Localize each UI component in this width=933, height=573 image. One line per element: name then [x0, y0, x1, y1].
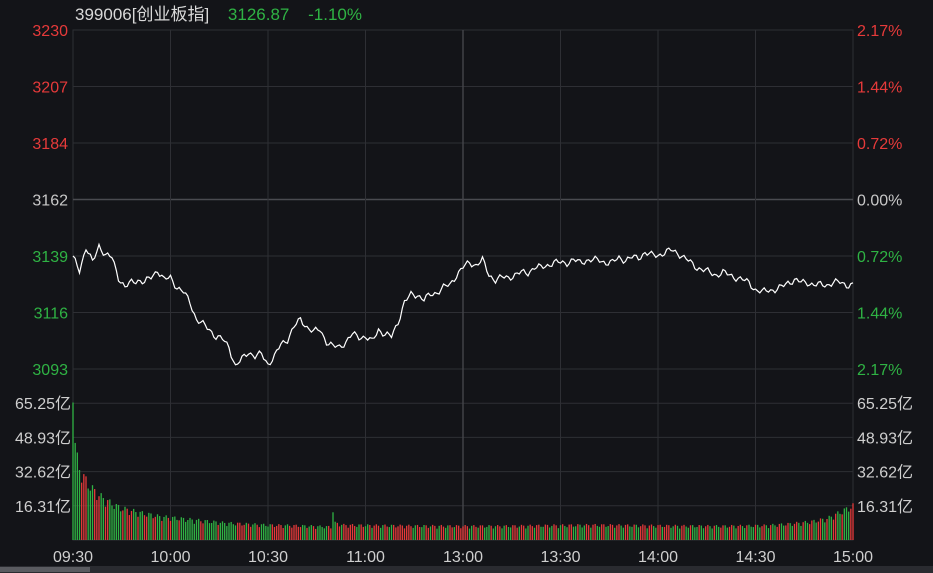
percent-tick-label: 0.72% — [857, 249, 902, 266]
volume-tick-label: 32.62亿 — [15, 464, 71, 482]
price-tick-label: 3184 — [32, 136, 68, 153]
time-tick-label: 13:30 — [540, 549, 580, 566]
percent-tick-label: 1.44% — [857, 306, 902, 323]
price-tick-label: 3139 — [32, 249, 68, 266]
volume-tick-label-right: 65.25亿 — [857, 395, 913, 413]
percent-tick-label: 2.17% — [857, 362, 902, 379]
time-tick-label: 10:30 — [248, 549, 288, 566]
percent-tick-label: 0.72% — [857, 136, 902, 153]
price-tick-label: 3093 — [32, 362, 68, 379]
percent-tick-label: 0.00% — [857, 193, 902, 210]
horizontal-scrollbar[interactable] — [0, 566, 933, 573]
time-tick-label: 14:00 — [638, 549, 678, 566]
volume-tick-label: 65.25亿 — [15, 395, 71, 413]
volume-tick-label-right: 32.62亿 — [857, 464, 913, 482]
price-tick-label: 3207 — [32, 80, 68, 97]
time-tick-label: 10:00 — [150, 549, 190, 566]
volume-tick-label-right: 48.93亿 — [857, 429, 913, 447]
time-tick-label: 11:00 — [346, 549, 385, 566]
scrollbar-thumb[interactable] — [0, 567, 90, 572]
price-line — [72, 242, 854, 366]
time-tick-label: 15:00 — [833, 549, 873, 566]
time-tick-label: 14:30 — [735, 549, 775, 566]
volume-tick-label: 48.93亿 — [15, 429, 71, 447]
index-change: -1.10% — [308, 5, 362, 24]
time-tick-label: 09:30 — [53, 549, 93, 566]
percent-tick-label: 2.17% — [857, 23, 902, 40]
index-price: 3126.87 — [227, 5, 290, 24]
price-tick-label: 3116 — [34, 306, 69, 323]
index-code: 399006[创业板指] — [75, 5, 210, 24]
chart-header: 399006[创业板指] 3126.87 -1.10% — [75, 4, 376, 26]
volume-tick-label-right: 16.31亿 — [857, 498, 913, 516]
percent-tick-label: 1.44% — [857, 80, 902, 97]
volume-tick-label: 16.31亿 — [15, 498, 71, 516]
time-tick-label: 13:00 — [443, 549, 483, 566]
price-tick-label: 3162 — [32, 193, 68, 210]
price-tick-label: 3230 — [32, 23, 68, 40]
